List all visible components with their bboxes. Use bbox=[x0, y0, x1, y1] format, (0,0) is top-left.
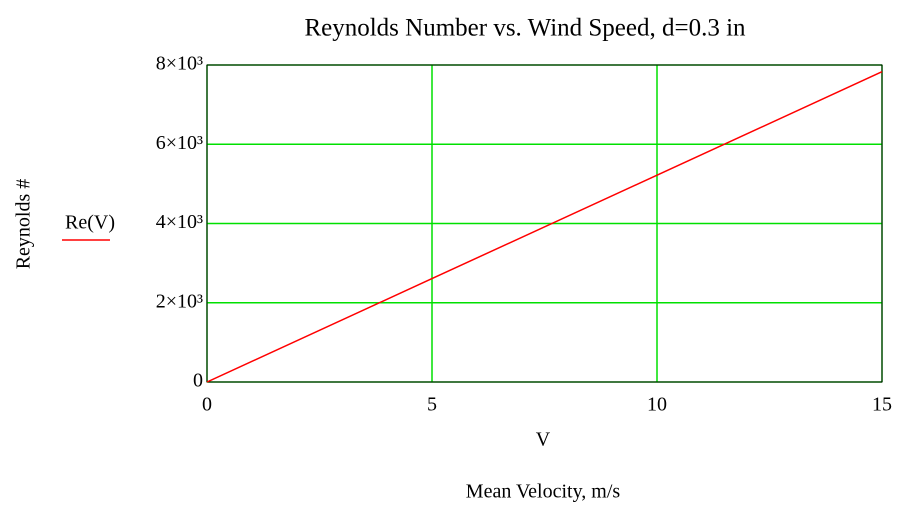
x-tick-label: 15 bbox=[872, 394, 892, 416]
x-tick-label: 5 bbox=[427, 394, 437, 416]
y-axis-title: Reynolds # bbox=[13, 179, 35, 270]
y-tick-label: 0 bbox=[193, 370, 203, 392]
data-line bbox=[206, 71, 883, 383]
x-axis-label: V bbox=[536, 429, 551, 451]
x-axis-title: Mean Velocity, m/s bbox=[466, 481, 621, 503]
x-tick-label: 10 bbox=[647, 394, 667, 416]
legend-label: Re(V) bbox=[65, 212, 115, 234]
plot-frame bbox=[206, 64, 883, 383]
y-tick-label: 2×10³ bbox=[156, 290, 203, 312]
y-tick-label: 8×10³ bbox=[156, 53, 203, 75]
chart-title: Reynolds Number vs. Wind Speed, d=0.3 in bbox=[304, 15, 746, 42]
y-tick-label: 4×10³ bbox=[156, 211, 203, 233]
y-tick-label: 6×10³ bbox=[156, 132, 203, 154]
x-tick-label: 0 bbox=[202, 394, 212, 416]
